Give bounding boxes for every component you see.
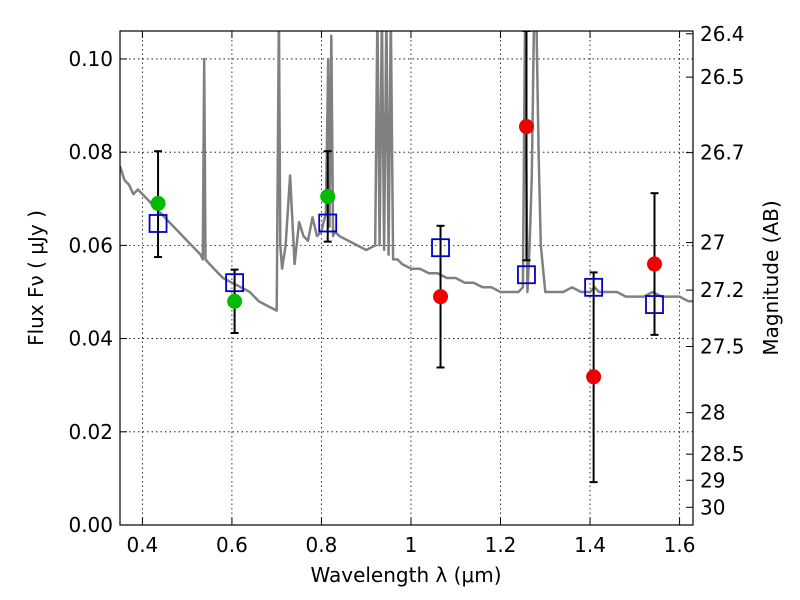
magnitude-tick-label: 27.5 bbox=[700, 335, 745, 359]
photometry-point bbox=[518, 119, 534, 135]
y-tick-label: 0.08 bbox=[68, 140, 113, 164]
error-bars bbox=[154, 31, 659, 484]
x-tick-label: 1.2 bbox=[485, 533, 517, 557]
y-tick-label: 0.06 bbox=[68, 233, 113, 257]
x-tick-label: 1 bbox=[405, 533, 418, 557]
magnitude-tick-label: 26.7 bbox=[700, 141, 745, 165]
model-flux-square bbox=[584, 277, 604, 297]
magnitude-tick-label: 29 bbox=[700, 468, 725, 492]
x-axis: 0.4 0.6 0.8 1 1.2 1.4 1.6 bbox=[126, 31, 695, 557]
model-flux-square bbox=[645, 295, 664, 314]
magnitude-axis: 26.4 26.5 26.7 27 27.2 27.5 28 28.529 30 bbox=[686, 22, 745, 519]
magnitude-tick-label: 26.5 bbox=[700, 65, 745, 89]
model-flux-square bbox=[318, 213, 338, 233]
model-flux-square bbox=[148, 214, 168, 233]
photometry-point bbox=[433, 289, 449, 305]
y-tick-label: 0.10 bbox=[68, 47, 113, 71]
magnitude-tick-label: 30 bbox=[700, 495, 725, 519]
magnitude-axis-label: Magnitude (AB) bbox=[759, 200, 783, 355]
y-tick-label: 0.00 bbox=[68, 513, 113, 537]
x-tick-label: 0.4 bbox=[126, 533, 158, 557]
photometry-points bbox=[148, 119, 664, 385]
photometry-point bbox=[647, 256, 663, 272]
magnitude-tick-label: 27 bbox=[700, 231, 725, 255]
x-tick-label: 0.8 bbox=[306, 533, 338, 557]
magnitude-tick-label: 27.2 bbox=[700, 278, 745, 302]
model-flux-square bbox=[517, 265, 536, 285]
photometry-point bbox=[227, 293, 243, 309]
model-flux-square bbox=[225, 273, 245, 293]
x-tick-label: 0.6 bbox=[216, 533, 248, 557]
photometry-point bbox=[586, 369, 602, 385]
y-tick-label: 0.04 bbox=[68, 327, 113, 351]
x-tick-label: 1.4 bbox=[574, 533, 606, 557]
magnitude-tick-label: 28.5 bbox=[700, 442, 745, 466]
photometry-point bbox=[150, 195, 166, 211]
y-tick-label: 0.02 bbox=[68, 420, 113, 444]
model-spectrum-line bbox=[120, 31, 693, 312]
magnitude-tick-label: 26.4 bbox=[700, 22, 745, 46]
plot-frame bbox=[119, 30, 694, 526]
x-tick-label: 1.6 bbox=[664, 533, 696, 557]
magnitude-tick-label: 28 bbox=[700, 401, 725, 425]
grid bbox=[120, 31, 693, 526]
y-axis-label: Flux Fν ( μJy ) bbox=[24, 210, 48, 346]
model-flux-square bbox=[431, 238, 450, 258]
x-axis-label: Wavelength λ (μm) bbox=[310, 563, 501, 587]
photometry-point bbox=[320, 188, 336, 204]
model-spectrum bbox=[120, 31, 693, 312]
y-axis: 0.00 0.02 0.04 0.06 0.08 0.10 bbox=[68, 47, 127, 537]
